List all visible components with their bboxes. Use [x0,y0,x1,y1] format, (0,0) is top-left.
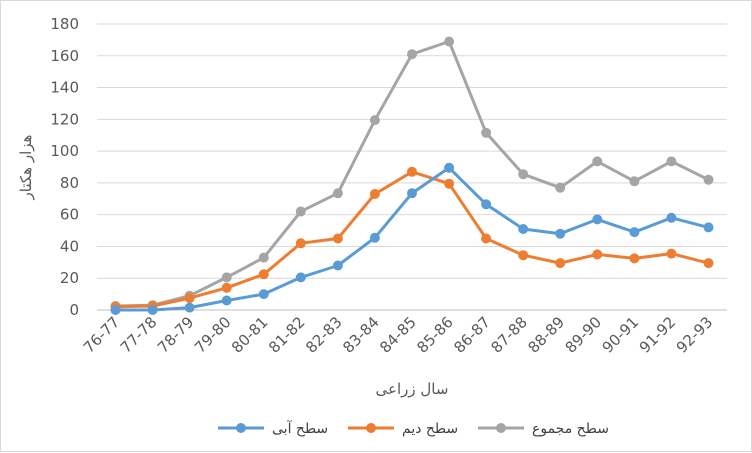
y-tick-label: 80 [60,174,79,192]
data-point [369,115,380,126]
data-point [629,253,640,264]
y-tick-label: 40 [60,237,79,255]
data-point [629,176,640,187]
y-tick-label: 0 [69,301,79,319]
data-point [332,260,343,271]
x-tick-label: 77-78 [117,313,161,357]
x-tick-label: 92-93 [673,313,717,357]
data-point [110,305,121,315]
data-point [221,295,232,306]
x-axis-ticks: 76-7777-7878-7979-8080-8181-8282-8383-84… [80,313,716,357]
data-point [407,188,417,199]
data-point [518,169,529,180]
data-point [295,206,306,217]
y-tick-label: 160 [50,47,79,65]
legend-item: سطح دیم [348,421,458,437]
x-tick-label: 86-87 [450,313,494,357]
x-tick-label: 79-80 [191,313,235,357]
data-point [258,269,269,280]
data-point [444,178,455,189]
data-point [703,174,714,185]
legend-swatch-marker [496,423,506,433]
legend: سطح آبی سطح دیم سطح مجموع [218,420,609,437]
x-tick-label: 81-82 [265,313,309,357]
data-point [407,166,417,177]
data-point [147,305,158,315]
x-tick-label: 84-85 [376,313,420,357]
y-tick-label: 60 [60,206,79,224]
data-point [444,162,455,173]
series-lines [110,36,714,315]
y-tick-label: 20 [60,269,79,287]
data-point [481,199,492,210]
data-point [332,188,343,199]
data-point [221,282,232,293]
y-tick-label: 180 [50,15,79,33]
x-tick-label: 76-77 [80,313,124,357]
x-tick-label: 83-84 [339,313,383,357]
y-axis-ticks: 0 20 40 60 80 100 120 140 160 180 [50,15,79,319]
series-2 [110,166,714,312]
legend-swatch-marker [366,423,376,433]
x-tick-label: 91-92 [636,313,680,357]
legend-swatch-marker [236,423,246,433]
data-point [295,238,306,249]
x-axis-title: سال زراعی [376,380,449,398]
x-tick-label: 82-83 [302,313,346,357]
data-point [184,302,195,313]
legend-item: سطح مجموع [478,421,609,437]
x-tick-label: 90-91 [599,313,643,357]
y-tick-label: 120 [50,110,79,128]
data-point [555,228,566,239]
x-tick-label: 85-86 [413,313,457,357]
data-point [481,233,492,244]
x-tick-label: 87-88 [487,313,531,357]
x-tick-label: 78-79 [154,313,198,357]
data-point [518,224,529,234]
data-point [332,233,343,244]
data-point [629,227,640,238]
data-point [444,36,455,47]
data-point [369,232,380,243]
data-point [481,127,492,138]
legend-label: سطح مجموع [532,421,609,437]
data-point [592,249,603,260]
data-point [518,250,529,261]
data-point [258,289,269,300]
data-point [258,252,269,263]
data-point [295,272,306,283]
x-tick-label: 89-90 [562,313,606,357]
y-tick-label: 100 [50,142,79,160]
data-point [369,189,380,199]
x-tick-label: 80-81 [228,313,272,357]
x-tick-label: 88-89 [525,313,569,357]
legend-item: سطح آبی [218,420,328,437]
y-tick-label: 140 [50,79,79,97]
data-point [555,182,566,193]
data-point [666,156,677,167]
data-point [666,248,677,259]
data-point [703,222,714,233]
data-point [221,272,232,283]
data-point [555,258,566,269]
legend-label: سطح آبی [272,420,328,437]
data-point [184,293,195,304]
data-point [703,258,714,269]
series-1 [110,162,714,315]
data-point [407,49,417,60]
data-point [666,212,677,223]
y-axis-title: هزار هکتار [17,134,35,200]
legend-label: سطح دیم [402,421,458,437]
data-point [592,156,603,167]
data-point [592,214,603,225]
